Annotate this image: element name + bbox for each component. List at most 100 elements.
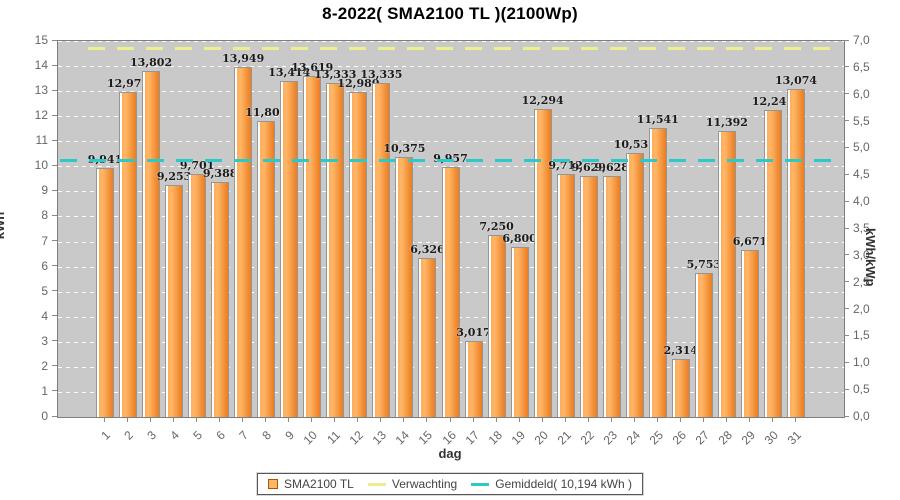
- right-axis-tick-label: 4,5: [853, 167, 870, 182]
- bar: [165, 185, 184, 417]
- legend-label: Gemiddeld( 10,194 kWh ): [495, 477, 632, 491]
- left-axis-tick: [52, 39, 57, 41]
- bar: [418, 258, 437, 417]
- bar-day-6: 9,388: [203, 167, 237, 417]
- bar: [510, 246, 529, 417]
- bar: [349, 91, 368, 417]
- gridline: [58, 41, 844, 42]
- right-axis-tick: [844, 281, 849, 283]
- x-axis-day-label: 5: [190, 428, 206, 443]
- x-axis-day-label: 7: [236, 428, 252, 443]
- left-axis: 0 1 2 3 4 5 6 7 8 9 10 11 12 13 14 15: [0, 33, 57, 423]
- x-axis-day-label: 23: [600, 428, 620, 448]
- right-axis-tick: [844, 227, 849, 229]
- bar-day-24: 10,535: [614, 138, 656, 417]
- x-axis-tick: [679, 418, 681, 422]
- x-axis-tick: [242, 418, 244, 422]
- left-axis-tick-label: 6: [41, 258, 48, 273]
- bar-value-label: 13,414: [268, 65, 311, 79]
- bar-day-23: 9,628: [594, 161, 629, 417]
- bar-value-label: 10,535: [613, 137, 656, 151]
- x-axis-tick: [656, 418, 658, 422]
- x-axis-tick: [104, 418, 105, 422]
- bar-value-label: 12,978: [106, 76, 150, 90]
- x-axis-day-label: 12: [346, 428, 367, 448]
- x-axis-day-label: 29: [738, 428, 758, 448]
- left-axis-tick: [52, 390, 57, 392]
- bar-day-2: 12,978: [107, 77, 149, 417]
- x-axis-tick: [748, 418, 750, 422]
- bar-day-3: 13,802: [130, 56, 172, 417]
- x-axis-day-label: 31: [784, 428, 804, 448]
- bar-value-label: 13,949: [222, 52, 265, 66]
- right-axis-tick: [844, 39, 849, 41]
- right-axis-title: kWh/kWp: [863, 228, 878, 287]
- bar-day-10: 13,619: [291, 61, 333, 417]
- legend-item-verwachting: Verwachting: [367, 477, 458, 491]
- bar: [280, 80, 299, 417]
- bar-value-label: 6,800: [502, 231, 537, 245]
- bar-value-label: 2,314: [663, 344, 699, 357]
- left-axis-tick-label: 12: [34, 108, 48, 123]
- x-axis-tick: [173, 418, 175, 422]
- right-axis: 0,0 0,5 1,0 1,5 2,0 2,5 3,0 3,5 4,0 4,5 5,0 5,5 6,0 6…: [844, 33, 900, 423]
- right-axis-tick-label: 3,5: [853, 221, 870, 235]
- x-axis-day-label: 26: [669, 428, 689, 448]
- bar-day-22: 9,629: [571, 161, 606, 417]
- bar-day-13: 13,335: [360, 68, 402, 417]
- bar-day-31: 13,074: [775, 74, 817, 417]
- right-axis-tick: [844, 334, 849, 336]
- x-axis-day-label: 28: [715, 428, 735, 448]
- x-axis-day-label: 27: [692, 428, 712, 448]
- x-axis-day-label: 17: [462, 428, 482, 448]
- x-axis-day-label: 10: [300, 428, 321, 448]
- left-axis-tick: [52, 315, 57, 317]
- bar-day-9: 13,414: [268, 66, 310, 417]
- bar-day-27: 5,753: [687, 258, 721, 417]
- right-axis-tick-label: 1,5: [853, 328, 870, 343]
- legend-label: Verwachting: [391, 477, 458, 491]
- x-axis-tick: [265, 418, 267, 422]
- left-axis-tick: [52, 265, 57, 267]
- left-axis-tick: [52, 64, 57, 66]
- right-axis-tick-label: 0,0: [853, 409, 870, 423]
- left-axis-tick: [52, 240, 57, 242]
- bar: [188, 173, 207, 417]
- gridline: [58, 166, 844, 168]
- left-axis-tick: [52, 415, 57, 417]
- left-axis-tick-label: 8: [41, 208, 48, 223]
- left-axis-tick: [52, 365, 57, 367]
- left-axis-tick-label: 1: [41, 383, 48, 398]
- x-axis-day-label: 9: [282, 428, 298, 443]
- legend-item-gemiddeld: Gemiddeld( 10,194 kWh ): [471, 477, 632, 491]
- left-axis-tick-label: 9: [41, 183, 48, 198]
- bar-day-16: 9,957: [433, 152, 468, 417]
- bar-value-label: 13,074: [774, 74, 818, 88]
- bar-day-8: 11,804: [245, 106, 287, 417]
- x-axis-tick: [725, 418, 727, 422]
- left-axis-tick-label: 13: [34, 83, 48, 98]
- x-axis-tick: [288, 418, 290, 422]
- bar-value-label: 5,753: [686, 257, 722, 271]
- x-axis-day-label: 24: [623, 428, 643, 448]
- right-axis-tick: [844, 254, 849, 256]
- x-axis-tick: [357, 418, 359, 422]
- x-axis-day-label: 19: [508, 428, 528, 448]
- x-axis-day-label: 8: [259, 428, 275, 443]
- right-axis-tick-label: 0,5: [853, 382, 870, 397]
- bar-value-label: 13,619: [291, 60, 334, 74]
- bar: [579, 175, 598, 417]
- bar-value-label: 9,628: [594, 160, 629, 174]
- x-axis-tick: [311, 418, 313, 422]
- bar-day-26: 2,314: [664, 344, 698, 417]
- left-axis-tick: [52, 164, 57, 166]
- left-axis-tick: [52, 340, 57, 342]
- bar-value-label: 13,335: [360, 67, 403, 81]
- gemiddeld-line: [60, 159, 842, 163]
- x-axis-tick: [518, 418, 520, 422]
- x-axis-tick: [633, 418, 635, 422]
- bar-day-20: 12,294: [522, 94, 564, 417]
- bar-day-5: 9,701: [180, 159, 214, 417]
- right-axis-tick: [844, 200, 849, 202]
